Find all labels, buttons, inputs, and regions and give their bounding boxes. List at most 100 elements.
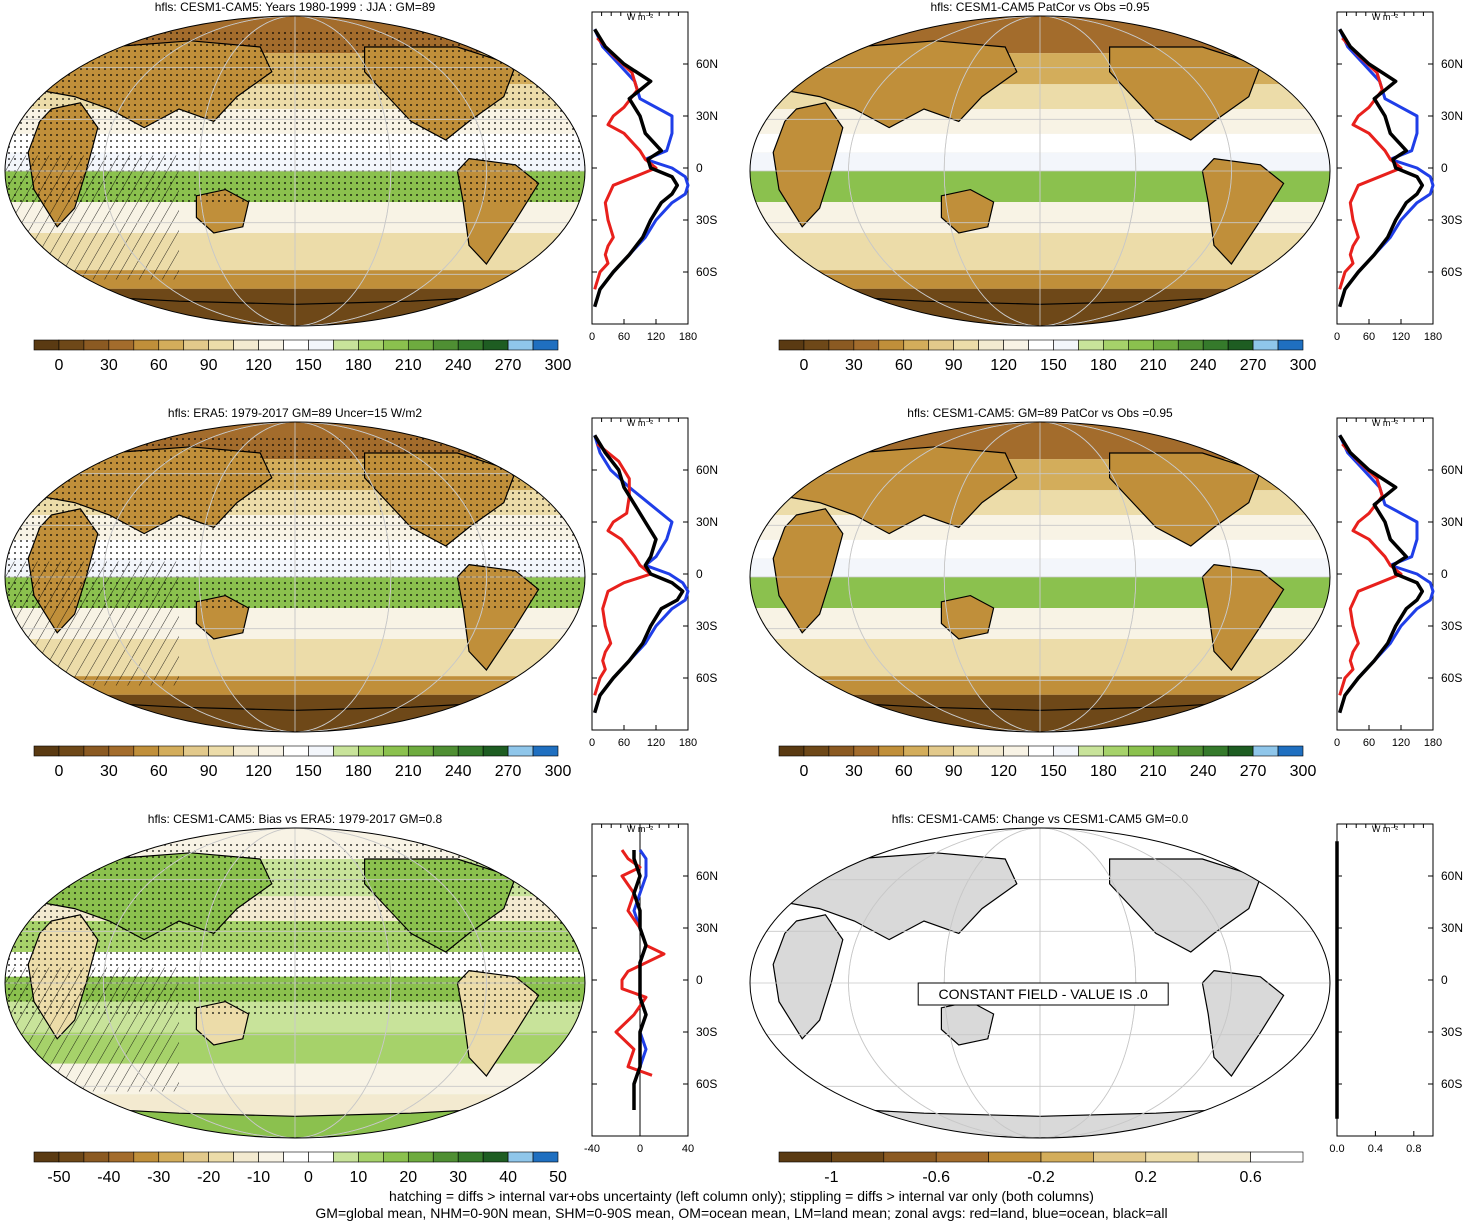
zonal-x-tick-label: 0 (589, 331, 595, 343)
zonal-x-tick-label: 120 (1392, 737, 1410, 749)
latitude-tick-label: 30N (1441, 109, 1463, 123)
colorbar-swatch (59, 340, 84, 350)
colorbar-label: 20 (399, 1169, 417, 1186)
colorbar-label: 150 (1040, 763, 1067, 780)
colorbar-swatch (84, 1152, 109, 1162)
panel-pattern-correlation-2: hfls: CESM1-CAM5: GM=89 PatCor vs Obs =0… (745, 406, 1465, 806)
colorbar-swatch (84, 340, 109, 350)
latitude-tick-label: 60N (1441, 463, 1463, 477)
colorbar-swatch (1004, 746, 1029, 756)
colorbar-label: 180 (1090, 763, 1117, 780)
latitude-tick-label: 30N (696, 109, 718, 123)
colorbar-swatch (1153, 746, 1178, 756)
colorbar-label: 30 (100, 763, 118, 780)
colorbar-label: 90 (200, 357, 218, 374)
colorbar-label: 60 (895, 763, 913, 780)
latitude-tick-label: 30S (1441, 619, 1462, 633)
latitude-tick-label: 30N (1441, 921, 1463, 935)
colorbar-swatch (383, 746, 408, 756)
zonal-x-tick-label: 0 (1334, 331, 1340, 343)
colorbar-swatch (1128, 746, 1153, 756)
colorbar-label: 30 (845, 763, 863, 780)
zonal-x-tick-label: 0 (637, 1143, 643, 1155)
colorbar-label: 30 (845, 357, 863, 374)
colorbar-swatch (1178, 340, 1203, 350)
colorbar-swatch (308, 746, 333, 756)
latitude-tick-label: 30S (696, 1025, 717, 1039)
colorbar-label: 300 (545, 763, 572, 780)
colorbar-swatch (1278, 746, 1303, 756)
colorbar-swatch (1053, 746, 1078, 756)
colorbar-swatch (84, 746, 109, 756)
latitude-tick-label: 30N (696, 515, 718, 529)
colorbar-label: 0 (304, 1169, 313, 1186)
colorbar-swatch (458, 340, 483, 350)
latitude-tick-label: 0 (1441, 161, 1448, 175)
colorbar-swatch (284, 1152, 309, 1162)
constant-field-message: CONSTANT FIELD - VALUE IS .0 (939, 986, 1148, 1002)
colorbar-swatch (904, 746, 929, 756)
colorbar-swatch (383, 340, 408, 350)
colorbar-swatch (508, 746, 533, 756)
colorbar-swatch (259, 340, 284, 350)
panel-change: hfls: CESM1-CAM5: Change vs CESM1-CAM5 G… (745, 812, 1465, 1192)
colorbar-label: 90 (945, 763, 963, 780)
colorbar-swatch (1178, 746, 1203, 756)
colorbar-swatch (383, 1152, 408, 1162)
colorbar-label: 0 (799, 357, 808, 374)
latitude-tick-label: 60S (1441, 671, 1462, 685)
zonal-x-tick-label: 0 (589, 737, 595, 749)
latitude-tick-label: 30S (1441, 213, 1462, 227)
colorbar-swatch (904, 340, 929, 350)
colorbar-label: 240 (1190, 357, 1217, 374)
colorbar-swatch (779, 1152, 831, 1162)
colorbar-swatch (333, 1152, 358, 1162)
colorbar-swatch (34, 340, 59, 350)
colorbar-label: 270 (1240, 357, 1267, 374)
latitude-tick-label: 0 (1441, 567, 1448, 581)
colorbar-swatch (779, 746, 804, 756)
footer-line-1: hatching = diffs > internal var+obs unce… (0, 1188, 1483, 1205)
colorbar-label: 150 (295, 763, 322, 780)
latitude-tick-label: 30N (1441, 515, 1463, 529)
latitude-tick-label: 60S (1441, 1077, 1462, 1091)
colorbar-label: 300 (1290, 357, 1317, 374)
colorbar-label: 240 (445, 357, 472, 374)
zonal-x-tick-label: 120 (1392, 331, 1410, 343)
colorbar-swatch (1128, 340, 1153, 350)
colorbar-swatch (979, 340, 1004, 350)
zonal-x-tick-label: 40 (682, 1143, 694, 1155)
panel-model-climatology: hfls: CESM1-CAM5: Years 1980-1999 : JJA … (0, 0, 720, 400)
colorbar-swatch (159, 1152, 184, 1162)
colorbar-label: 0 (54, 763, 63, 780)
colorbar-swatch (954, 746, 979, 756)
colorbar-label: -0.2 (1027, 1169, 1055, 1186)
colorbar-label: 30 (100, 357, 118, 374)
colorbar-swatch (234, 340, 259, 350)
latitude-tick-label: 0 (696, 567, 703, 581)
colorbar-label: 240 (1190, 763, 1217, 780)
latitude-tick-label: 60N (696, 463, 718, 477)
colorbar-label: 270 (1240, 763, 1267, 780)
colorbar-swatch (1228, 340, 1253, 350)
latitude-tick-label: 60N (1441, 869, 1463, 883)
colorbar-swatch (508, 1152, 533, 1162)
latitude-tick-label: 60N (696, 869, 718, 883)
colorbar-label: 90 (200, 763, 218, 780)
colorbar-label: -20 (197, 1169, 220, 1186)
colorbar-label: 120 (990, 763, 1017, 780)
colorbar-swatch (408, 1152, 433, 1162)
colorbar-swatch (134, 340, 159, 350)
colorbar-swatch (284, 340, 309, 350)
colorbar-swatch (979, 746, 1004, 756)
colorbar-swatch (1078, 340, 1103, 350)
colorbar-label: 60 (895, 357, 913, 374)
colorbar-label: 0.6 (1239, 1169, 1261, 1186)
latitude-tick-label: 60S (1441, 265, 1462, 279)
